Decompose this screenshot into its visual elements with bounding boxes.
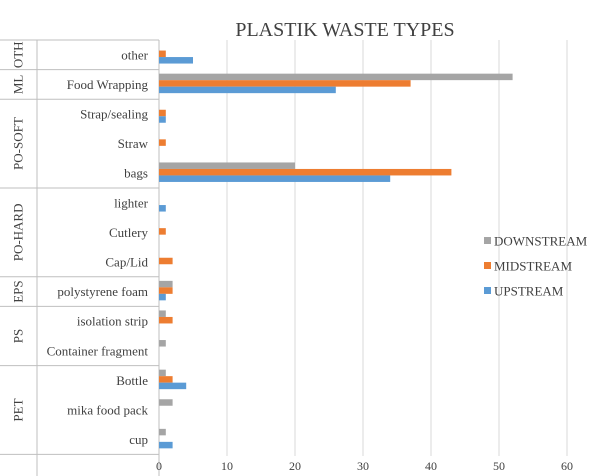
category-label-cutlery: Cutlery <box>109 225 148 240</box>
category-label-straw: Straw <box>118 136 149 151</box>
x-tick-label: 30 <box>357 459 369 473</box>
bar-midstream-other <box>159 50 166 58</box>
legend-label: DOWNSTREAM <box>494 234 588 249</box>
chart-title: PLASTIK WASTE TYPES <box>235 19 454 41</box>
bar-midstream-straw <box>159 139 166 146</box>
bar-midstream-cutlery <box>159 228 166 235</box>
category-label-lighter: lighter <box>114 195 149 210</box>
group-label-ps: PS <box>11 329 26 343</box>
bar-downstream-isolation-strip <box>159 310 166 317</box>
x-axis-ticks: 0 10 20 30 40 50 60 <box>156 459 573 473</box>
legend-item-midstream: MIDSTREAM <box>484 259 572 274</box>
bar-downstream-bags <box>159 162 295 169</box>
bar-midstream-bags <box>159 168 452 176</box>
bar-upstream-food-wrapping <box>159 86 336 94</box>
legend-label: UPSTREAM <box>494 284 564 299</box>
x-tick-label: 60 <box>561 459 573 473</box>
bar-downstream-container-fragment <box>159 340 166 347</box>
bar-upstream-strap-sealing <box>159 116 166 123</box>
gridlines <box>226 40 568 456</box>
category-labels: other Food Wrapping Strap/sealing Straw bags… <box>47 47 149 447</box>
group-label-po-hard: PO-HARD <box>11 204 26 262</box>
x-tick-label: 0 <box>156 459 162 473</box>
category-axis-frame <box>0 39 160 476</box>
group-label-eps: EPS <box>11 280 26 302</box>
bar-downstream-cup <box>159 428 166 436</box>
bar-upstream-polystyrene-foam <box>159 293 166 301</box>
category-label-bags: bags <box>124 166 148 181</box>
category-label-food-wrapping: Food Wrapping <box>67 77 149 92</box>
x-tick-label: 40 <box>425 459 437 473</box>
group-label-ml: ML <box>11 75 26 95</box>
category-label-cap-lid: Cap/Lid <box>105 255 148 270</box>
bar-midstream-bottle <box>159 376 173 383</box>
category-label-polystyrene-foam: polystyrene foam <box>57 284 148 299</box>
bar-downstream-mika-food-pack <box>159 399 173 406</box>
bar-midstream-strap-sealing <box>159 109 166 117</box>
legend-item-upstream: UPSTREAM <box>484 284 564 299</box>
group-label-po-soft: PO-SOFT <box>11 117 26 170</box>
x-tick-label: 20 <box>289 459 301 473</box>
x-tick-label: 50 <box>493 459 505 473</box>
bar-upstream-cup <box>159 441 173 449</box>
bar-midstream-isolation-strip <box>159 316 173 324</box>
bar-upstream-lighter <box>159 205 166 212</box>
group-labels: OTH ML PO-SOFT PO-HARD EPS PS PET <box>11 41 26 421</box>
bar-downstream-food-wrapping <box>159 73 513 81</box>
category-label-bottle: Bottle <box>116 373 148 388</box>
legend-swatch <box>484 287 491 294</box>
bar-downstream-bottle <box>159 369 166 377</box>
x-tick-label: 10 <box>221 459 233 473</box>
group-label-oth: OTH <box>11 41 26 68</box>
legend-swatch <box>484 237 491 244</box>
bar-downstream-polystyrene-foam <box>159 280 173 288</box>
legend-swatch <box>484 262 491 269</box>
legend-label: MIDSTREAM <box>494 259 572 274</box>
category-label-cup: cup <box>129 432 148 447</box>
bar-upstream-other <box>159 57 193 64</box>
bar-midstream-polystyrene-foam <box>159 287 173 294</box>
category-label-other: other <box>121 47 148 62</box>
category-label-isolation-strip: isolation strip <box>77 314 148 329</box>
bar-upstream-bags <box>159 175 391 182</box>
bar-midstream-food-wrapping <box>159 80 411 87</box>
category-label-mika-food-pack: mika food pack <box>67 403 148 418</box>
legend: DOWNSTREAM MIDSTREAM UPSTREAM <box>484 234 588 299</box>
category-label-container-fragment: Container fragment <box>47 343 149 358</box>
bar-upstream-bottle <box>159 382 187 390</box>
bars <box>159 50 513 449</box>
group-label-pet: PET <box>11 398 26 421</box>
category-label-strap-sealing: Strap/sealing <box>80 107 148 122</box>
bar-midstream-cap-lid <box>159 257 173 265</box>
legend-item-downstream: DOWNSTREAM <box>484 234 588 249</box>
